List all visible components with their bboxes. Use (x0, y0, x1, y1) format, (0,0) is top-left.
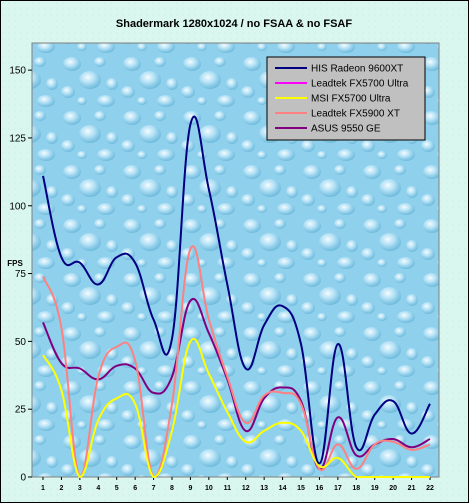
y-axis: 0 25 50 75 100 125 150 (9, 66, 32, 484)
y-tick-label: 0 (20, 473, 26, 484)
x-tick-label: 5 (115, 485, 119, 492)
x-tick-label: 3 (78, 485, 82, 492)
x-tick-label: 4 (96, 485, 100, 492)
series-line (42, 245, 431, 478)
x-tick-label: 9 (188, 485, 192, 492)
y-tick-label: 125 (9, 133, 26, 144)
x-tick-label: 13 (260, 485, 268, 492)
x-tick-label: 16 (316, 485, 324, 492)
legend-label: ASUS 9550 GE (311, 124, 381, 135)
x-tick-label: 17 (334, 485, 342, 492)
x-tick-label: 8 (170, 485, 174, 492)
y-tick-label: 100 (9, 201, 26, 212)
y-tick-label: 75 (15, 269, 27, 280)
series-line (42, 337, 431, 479)
legend-label: Leadtek FX5700 Ultra (311, 79, 409, 90)
chart-title: Shadermark 1280x1024 / no FSAA & no FSAF (116, 18, 352, 30)
x-tick-label: 2 (59, 485, 63, 492)
legend-label: Leadtek FX5900 XT (311, 109, 400, 120)
series-lines (42, 115, 431, 479)
x-tick-label: 18 (352, 485, 360, 492)
x-tick-label: 22 (426, 485, 434, 492)
y-tick-label: 25 (15, 405, 27, 416)
x-tick-label: 20 (389, 485, 397, 492)
series-line (42, 115, 431, 465)
x-tick-label: 12 (242, 485, 250, 492)
legend-label: MSI FX5700 Ultra (311, 94, 391, 105)
x-tick-label: 15 (297, 485, 305, 492)
x-tick-label: 19 (371, 485, 379, 492)
series-line (42, 297, 431, 470)
x-tick-label: 14 (279, 485, 287, 492)
legend-label: HIS Radeon 9600XT (311, 64, 403, 75)
x-axis: 1 2 3 4 5 6 7 8 9 10 11 12 13 14 15 16 17 18 19 20 21 22 (41, 477, 434, 492)
x-tick-label: 11 (224, 485, 232, 492)
y-tick-label: 50 (15, 337, 27, 348)
x-tick-label: 6 (133, 485, 137, 492)
x-tick-label: 1 (41, 485, 45, 492)
legend: HIS Radeon 9600XT Leadtek FX5700 Ultra MSI… (266, 56, 426, 141)
y-tick-label: 150 (9, 66, 26, 77)
x-tick-label: 10 (205, 485, 213, 492)
x-tick-label: 21 (408, 485, 416, 492)
x-tick-label: 7 (152, 485, 156, 492)
y-axis-label: FPS (7, 259, 23, 268)
